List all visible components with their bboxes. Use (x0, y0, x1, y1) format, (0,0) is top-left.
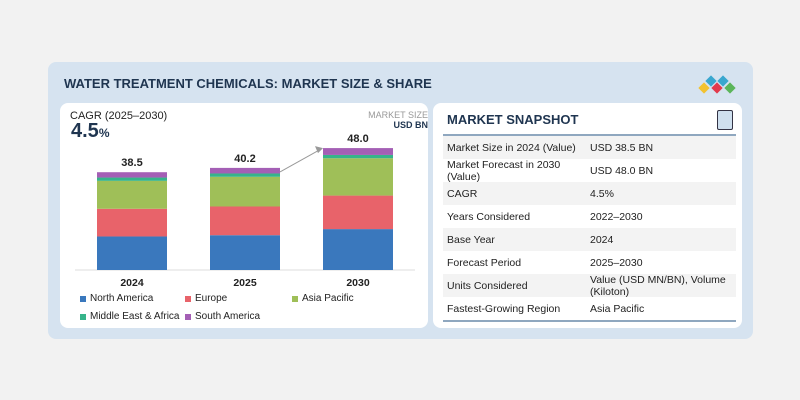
legend-swatch (185, 313, 191, 320)
row-value: Value (USD MN/BN), Volume (Kiloton) (590, 273, 726, 298)
brand-logo-icon (698, 75, 736, 94)
bar-segment (97, 208, 167, 237)
bar-segment (210, 206, 280, 236)
row-label: Years Considered (447, 210, 531, 223)
table-row: Units Considered Value (USD MN/BN), Volum… (443, 273, 736, 298)
cagr-number: 4.5 (71, 120, 99, 142)
row-value: 2024 (590, 233, 614, 246)
bar-segment (97, 177, 167, 181)
row-label: Units Considered (447, 279, 528, 292)
total-label: 48.0 (347, 133, 368, 145)
table-row: Years Considered 2022–2030 (443, 205, 736, 228)
total-label: 40.2 (234, 153, 255, 165)
legend-swatch (292, 295, 298, 302)
legend-label: Asia Pacific (302, 293, 354, 304)
bar-segment (323, 148, 393, 155)
bar-segment (323, 195, 393, 230)
legend-swatch (80, 295, 86, 302)
legend-label: South America (195, 311, 261, 322)
table-row: CAGR 4.5% (443, 182, 736, 205)
bar-segment (210, 176, 280, 207)
legend-label: North America (90, 293, 154, 304)
legend-label: Middle East & Africa (90, 311, 180, 322)
snapshot-table: Market Size in 2024 (Value) USD 38.5 BN Ma… (443, 134, 736, 322)
table-row: Market Size in 2024 (Value) USD 38.5 BN (443, 136, 736, 159)
row-value: 4.5% (590, 187, 614, 200)
row-value: Asia Pacific (590, 302, 645, 315)
snapshot-title: MARKET SNAPSHOT (447, 112, 579, 127)
market-size-label: MARKET SIZE (368, 110, 428, 120)
bar-segment (97, 172, 167, 178)
x-tick-label: 2024 (120, 277, 144, 289)
growth-arrow (279, 148, 322, 173)
x-tick-label: 2025 (233, 277, 257, 289)
legend-item: North America (80, 293, 153, 304)
row-value: 2025–2030 (590, 256, 643, 269)
row-value: 2022–2030 (590, 210, 643, 223)
table-row: Forecast Period 2025–2030 (443, 251, 736, 274)
cagr-label: CAGR (2025–2030) (70, 110, 168, 122)
bar-segment (323, 154, 393, 159)
row-label: Market Forecast in 2030 (Value) (447, 158, 561, 183)
table-row: Base Year 2024 (443, 228, 736, 251)
legend-swatch (80, 313, 86, 320)
legend-item: Middle East & Africa (80, 311, 179, 322)
x-tick-label: 2030 (346, 277, 370, 289)
report-icon (717, 110, 733, 130)
row-label: Market Size in 2024 (Value) (447, 141, 576, 154)
row-label: Base Year (447, 233, 495, 246)
row-value: USD 38.5 BN (590, 141, 654, 154)
bar-segment (323, 229, 393, 270)
cagr-unit: % (98, 126, 110, 140)
bar-segment (210, 167, 280, 174)
table-row: Market Forecast in 2030 (Value) USD 48.0 … (443, 158, 736, 183)
legend-swatch (185, 295, 191, 302)
unit-label: USD BN (393, 120, 428, 130)
row-label: Fastest-Growing Region (447, 302, 561, 315)
bar-segment (210, 173, 280, 177)
table-row: Fastest-Growing Region Asia Pacific (443, 297, 736, 320)
row-value: USD 48.0 BN (590, 164, 654, 177)
row-label: CAGR (447, 187, 478, 200)
cagr-value: 4.5% (71, 120, 109, 143)
arrow-head (315, 146, 323, 154)
legend-item: South America (185, 311, 260, 322)
bar-segment (97, 180, 167, 209)
page-title: WATER TREATMENT CHEMICALS: MARKET SIZE &… (64, 76, 432, 91)
legend-item: Europe (185, 293, 227, 304)
total-label: 38.5 (121, 157, 142, 169)
row-label: Forecast Period (447, 256, 522, 269)
legend-item: Asia Pacific (292, 293, 354, 304)
bar-segment (323, 158, 393, 196)
bar-segment (210, 235, 280, 270)
bar-segment (97, 236, 167, 270)
legend-label: Europe (195, 293, 228, 304)
